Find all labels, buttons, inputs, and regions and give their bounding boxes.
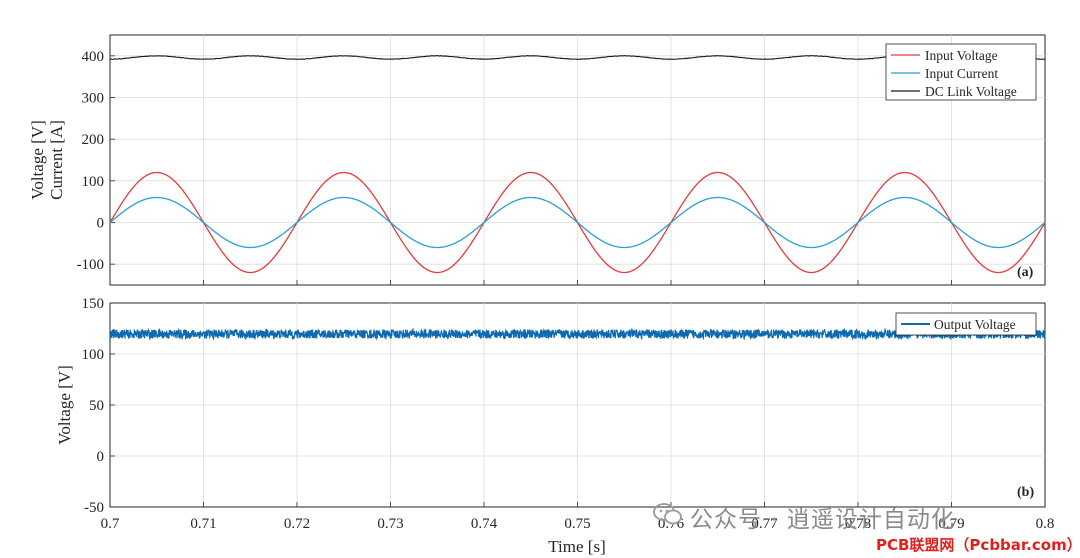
panel-a-grid bbox=[109, 35, 1046, 285]
panel-b-ytick-label: 150 bbox=[82, 296, 105, 312]
series-output-voltage bbox=[109, 327, 1046, 341]
panel-b-series bbox=[109, 327, 1046, 341]
panel-b-xtick-label: 0.75 bbox=[564, 516, 590, 532]
panel-b-xlabel: Time [s] bbox=[548, 537, 605, 556]
legend-label-output-voltage: Output Voltage bbox=[934, 317, 1016, 332]
panel-b-ytick-label: 0 bbox=[97, 449, 105, 465]
legend-label-input-voltage: Input Voltage bbox=[925, 48, 998, 63]
panel-b-xtick-label: 0.8 bbox=[1036, 516, 1055, 532]
panel-b-y-tick-labels: -50 0 50 100 150 bbox=[82, 296, 105, 516]
panel-b-xtick-label: 0.74 bbox=[471, 516, 498, 532]
panel-a-ytick-label: -100 bbox=[77, 257, 105, 273]
panel-a-tag: (a) bbox=[1017, 265, 1034, 280]
panel-a-ylabel-voltage: Voltage [V] bbox=[28, 120, 47, 199]
panel-a: -100 0 100 200 300 400 Voltage [V] Current [A… bbox=[28, 34, 1046, 286]
legend-label-dc-link-voltage: DC Link Voltage bbox=[925, 84, 1017, 99]
panel-a-y-tick-labels: -100 0 100 200 300 400 bbox=[77, 49, 105, 273]
panel-b-xtick-label: 0.79 bbox=[938, 516, 964, 532]
panel-b-ylabel: Voltage [V] bbox=[55, 365, 74, 444]
wechat-icon bbox=[653, 503, 682, 525]
panel-b-xtick-label: 0.77 bbox=[751, 516, 778, 532]
panel-b-xtick-label: 0.73 bbox=[377, 516, 403, 532]
panel-b-xtick-label: 0.7 bbox=[101, 516, 120, 532]
panel-b-ytick-label: -50 bbox=[84, 500, 104, 516]
panel-b-xtick-label: 0.71 bbox=[190, 516, 216, 532]
panel-b-xtick-label: 0.72 bbox=[284, 516, 310, 532]
series-input-current bbox=[109, 196, 1046, 249]
panel-a-ytick-label: 400 bbox=[82, 49, 105, 65]
panel-a-legend: Input Voltage Input Current DC Link Volt… bbox=[885, 43, 1037, 101]
panel-b-ytick-label: 100 bbox=[82, 347, 105, 363]
panel-b-ytick-label: 50 bbox=[89, 398, 104, 414]
panel-a-ylabel-current: Current [A] bbox=[47, 120, 66, 200]
legend-label-input-current: Input Current bbox=[925, 66, 998, 81]
panel-b-legend: Output Voltage bbox=[895, 312, 1037, 336]
panel-b-x-tick-labels: 0.70.710.720.730.740.750.760.770.780.790… bbox=[101, 516, 1055, 532]
panel-b-legend-box bbox=[895, 312, 1037, 336]
panel-a-ytick-label: 100 bbox=[82, 174, 105, 190]
watermark-text: 公众号 · 逍遥设计自动化 bbox=[690, 507, 955, 533]
panel-b-tag: (b) bbox=[1017, 485, 1034, 500]
panel-b-xtick-label: 0.78 bbox=[845, 516, 871, 532]
watermark-site: PCB联盟网（Pcbbar.com） bbox=[876, 536, 1080, 554]
panel-a-ytick-label: 0 bbox=[97, 216, 105, 232]
panel-a-ytick-label: 300 bbox=[82, 91, 105, 107]
panel-a-ytick-label: 200 bbox=[82, 132, 105, 148]
